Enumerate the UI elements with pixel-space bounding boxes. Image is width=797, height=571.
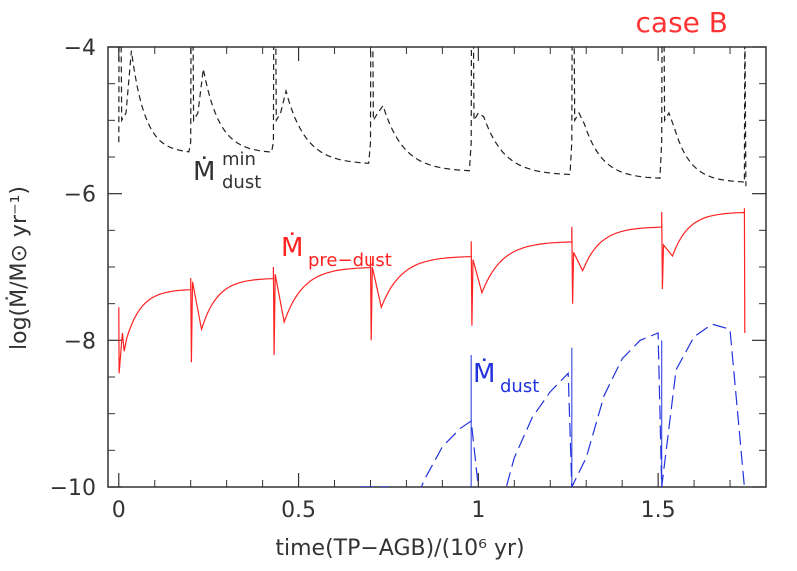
label-pre-dust: Ṁ pre−dust <box>281 231 392 271</box>
y-tick-label: −4 <box>64 36 96 61</box>
y-axis-label: log(Ṁ/M⊙ yr⁻¹) <box>6 186 32 350</box>
label-min-dust: Ṁ min dust <box>193 149 261 193</box>
series-layer <box>118 47 747 487</box>
plot-frame <box>107 46 767 488</box>
label-pre-dust-main: Ṁ <box>281 231 303 263</box>
x-tick-label: 1.5 <box>641 498 676 523</box>
label-min-dust-sup: min <box>222 149 256 170</box>
series-dust-line <box>359 323 745 487</box>
x-tick-label: 0 <box>112 498 126 523</box>
x-axis-ticks: 0 0.5 1 1.5 <box>112 47 767 523</box>
series-min-dust-line <box>118 47 747 187</box>
x-tick-label: 0.5 <box>281 498 316 523</box>
series-pre-dust-line <box>118 208 746 374</box>
y-tick-label: −8 <box>64 329 96 354</box>
label-min-dust-sub: dust <box>222 172 261 193</box>
label-pre-dust-sub: pre−dust <box>308 250 392 271</box>
label-dust-main: Ṁ <box>473 357 495 389</box>
x-axis-label: time(TP−AGB)/(10⁶ yr) <box>275 536 524 561</box>
y-tick-label: −6 <box>64 183 96 208</box>
label-min-dust-main: Ṁ <box>193 155 215 187</box>
y-tick-label: −10 <box>50 476 96 501</box>
x-tick-label: 1 <box>471 498 485 523</box>
chart-title: case B <box>636 6 728 39</box>
label-dust: Ṁ dust <box>473 357 539 397</box>
y-axis-ticks: −10 −8 −6 −4 <box>50 36 766 501</box>
label-dust-sub: dust <box>500 376 539 397</box>
